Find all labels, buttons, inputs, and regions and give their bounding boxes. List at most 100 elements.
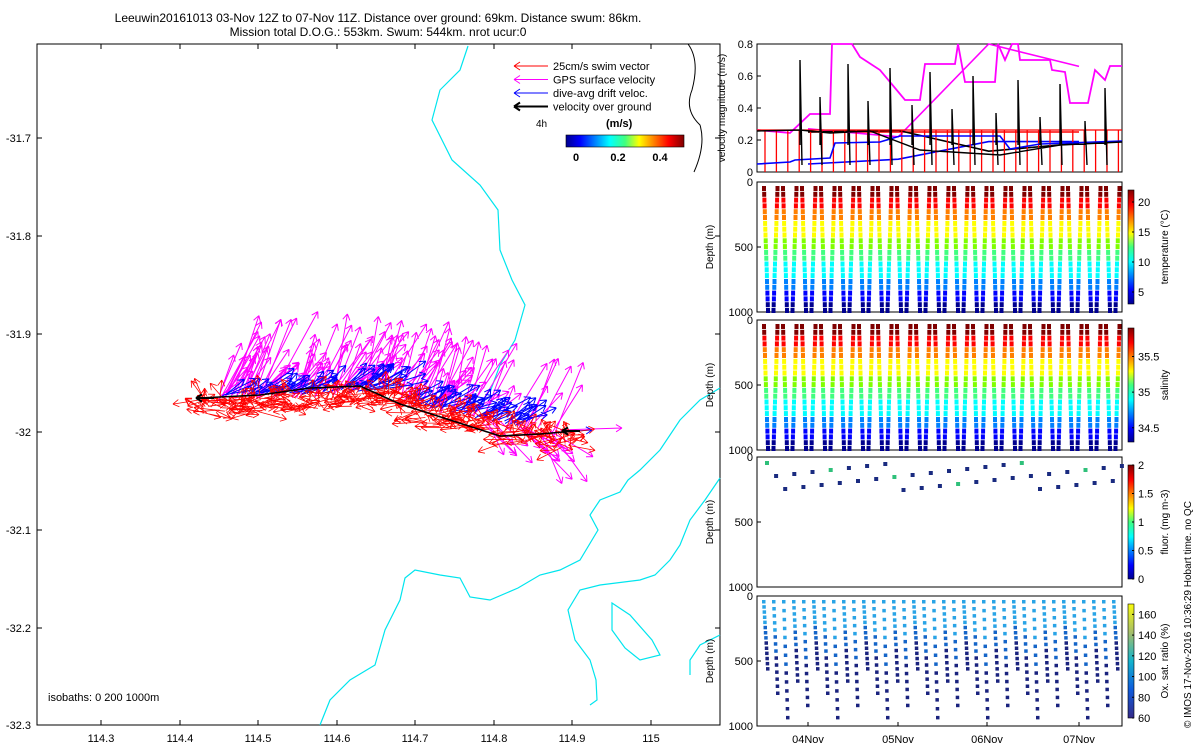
- profile-point: [813, 197, 818, 203]
- profile-point: [974, 649, 978, 653]
- profile-point: [784, 417, 788, 422]
- profile-point: [877, 238, 882, 244]
- profile-point: [821, 249, 826, 255]
- profile-point: [1000, 428, 1005, 434]
- profile-point: [829, 284, 834, 290]
- profile-point: [935, 405, 940, 411]
- profile-point: [915, 244, 920, 250]
- profile-point: [811, 393, 816, 399]
- profile-point: [1068, 393, 1073, 399]
- profile-point: [877, 364, 882, 370]
- profile-point: [819, 209, 824, 215]
- profile-point: [773, 249, 778, 255]
- profile-point: [908, 197, 913, 203]
- profile-point: [1039, 261, 1043, 267]
- profile-point: [1114, 411, 1119, 417]
- profile-point: [823, 628, 827, 632]
- profile-point: [1038, 273, 1043, 279]
- profile-point: [1013, 631, 1018, 635]
- profile-point: [1117, 197, 1122, 203]
- profile-point: [983, 347, 988, 353]
- profile-point: [792, 472, 797, 476]
- profile-point: [924, 422, 929, 428]
- profile-point: [1073, 628, 1077, 632]
- profile-point: [763, 226, 768, 232]
- profile-point: [873, 628, 877, 632]
- profile-point: [791, 405, 796, 411]
- profile-point: [793, 203, 798, 209]
- profile-point: [1051, 308, 1055, 313]
- profile-point: [955, 440, 960, 446]
- profile-point: [782, 617, 787, 622]
- profile-point: [982, 238, 987, 244]
- profile-point: [914, 191, 919, 197]
- profile-point: [1085, 329, 1090, 335]
- profile-point: [1092, 481, 1097, 485]
- profile-point: [972, 215, 976, 220]
- profile-point: [1116, 226, 1121, 232]
- profile-point: [1083, 653, 1088, 657]
- profile-point: [1085, 707, 1090, 711]
- profile-point: [1018, 308, 1023, 313]
- profile-point: [971, 329, 976, 335]
- profile-point: [859, 261, 864, 267]
- profile-point: [933, 209, 938, 215]
- gps-surface-arrow: [219, 342, 243, 394]
- profile-point: [1116, 347, 1121, 353]
- gps-surface-arrow: [413, 321, 451, 400]
- profile-point: [887, 382, 892, 388]
- profile-point: [1040, 341, 1045, 347]
- profile-point: [934, 226, 939, 232]
- profile-point: [1060, 191, 1065, 197]
- profile-point: [898, 422, 903, 428]
- profile-point: [1003, 647, 1008, 652]
- profile-point: [1002, 364, 1007, 370]
- profile-point: [1050, 428, 1055, 434]
- profile-point: [926, 364, 931, 370]
- profile-point: [1069, 290, 1074, 296]
- profile-point: [860, 428, 865, 434]
- profile-point: [1049, 261, 1054, 267]
- profile-point: [831, 341, 836, 347]
- profile-point: [1104, 324, 1108, 329]
- profile-point: [822, 621, 827, 625]
- profile-point: [1020, 249, 1025, 255]
- profile-point: [784, 428, 789, 434]
- profile-point: [831, 215, 836, 220]
- profile-point: [1058, 255, 1063, 261]
- profile-point: [763, 238, 768, 244]
- profile-point: [886, 411, 891, 417]
- profile-point: [1057, 417, 1062, 422]
- profile-point: [849, 399, 853, 405]
- profile-point: [1094, 302, 1099, 308]
- profile-point: [781, 197, 786, 203]
- profile-point: [764, 255, 769, 261]
- profile-point: [897, 411, 902, 417]
- profile-point: [894, 648, 898, 653]
- profile-point: [874, 663, 879, 667]
- profile-point: [870, 324, 875, 329]
- profile-point: [1098, 329, 1103, 335]
- profile-point: [1075, 302, 1080, 308]
- profile-point: [972, 382, 977, 388]
- profile-point: [1019, 428, 1024, 434]
- profile-point: [1002, 215, 1007, 220]
- profile-point: [1038, 487, 1042, 491]
- profile-point: [918, 446, 922, 451]
- profile-point: [861, 308, 865, 313]
- profile-point: [1049, 399, 1054, 405]
- profile-point: [1020, 387, 1025, 393]
- profile-point: [897, 387, 902, 393]
- profile-point: [907, 220, 912, 226]
- profile-point: [895, 347, 900, 353]
- velocity-y-tick-label: 0.2: [738, 135, 753, 147]
- profile-point: [1075, 440, 1080, 446]
- profile-point: [783, 405, 788, 411]
- profile-point: [964, 203, 969, 209]
- profile-point: [886, 290, 891, 296]
- profile-point: [1078, 203, 1083, 209]
- profile-point: [1084, 680, 1089, 684]
- gps-surface-arrow: [364, 331, 410, 386]
- profile-point: [775, 197, 780, 203]
- profile-point: [1083, 468, 1088, 472]
